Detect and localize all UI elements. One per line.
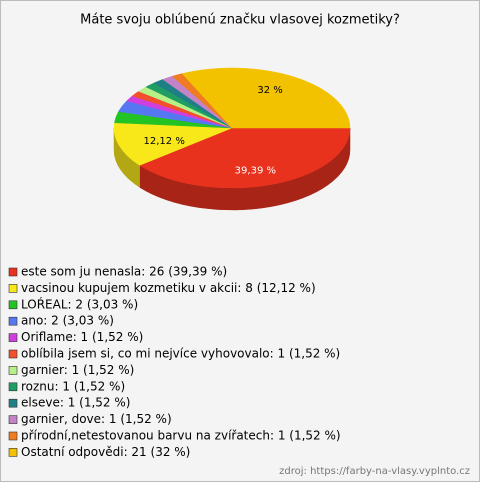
- legend-swatch: [8, 349, 18, 359]
- legend-swatch: [8, 382, 18, 392]
- legend-swatch: [8, 398, 18, 408]
- legend-swatch: [8, 300, 18, 310]
- legend-swatch: [8, 415, 18, 424]
- legend-label: Oriflame: 1 (1,52 %): [21, 330, 143, 344]
- chart-title: Máte svoju oblúbenú značku vlasovej kozm…: [80, 13, 400, 28]
- data-label: 32 %: [257, 85, 282, 96]
- legend-swatch: [8, 316, 18, 326]
- legend-swatch: [8, 448, 18, 457]
- legend-label: garnier: 1 (1,52 %): [21, 363, 134, 377]
- legend-swatch: [8, 431, 18, 441]
- legend-swatch: [8, 366, 18, 375]
- legend-label: oblíbila jsem si, co mi nejvíce vyhovova…: [21, 347, 340, 361]
- legend-label: elseve: 1 (1,52 %): [21, 396, 130, 410]
- legend-label: este som ju nenasla: 26 (39,39 %): [21, 265, 227, 279]
- legend-swatch: [8, 267, 18, 277]
- source: zdroj: https://farby-na-vlasy.vyplnto.cz: [279, 466, 470, 477]
- slice: [139, 127, 351, 189]
- data-label: 12,12 %: [144, 136, 185, 147]
- legend-swatch: [8, 284, 18, 293]
- slice: [181, 67, 351, 129]
- legend-label: vacsinou kupujem kozmetiku v akcii: 8 (1…: [21, 281, 316, 295]
- legend-label: Ostatní odpovědi: 21 (32 %): [21, 445, 190, 459]
- data-label: 39,39 %: [235, 165, 276, 176]
- legend-label: přírodní,netestovanou barvu na zvířatech…: [21, 429, 341, 443]
- legend-label: LOŔEAL: 2 (3,03 %): [21, 296, 138, 311]
- legend-swatch: [8, 333, 18, 342]
- legend-label: ano: 2 (3,03 %): [21, 314, 114, 328]
- legend-label: roznu: 1 (1,52 %): [21, 379, 125, 393]
- legend-label: garnier, dove: 1 (1,52 %): [21, 412, 172, 426]
- slice: [113, 122, 233, 166]
